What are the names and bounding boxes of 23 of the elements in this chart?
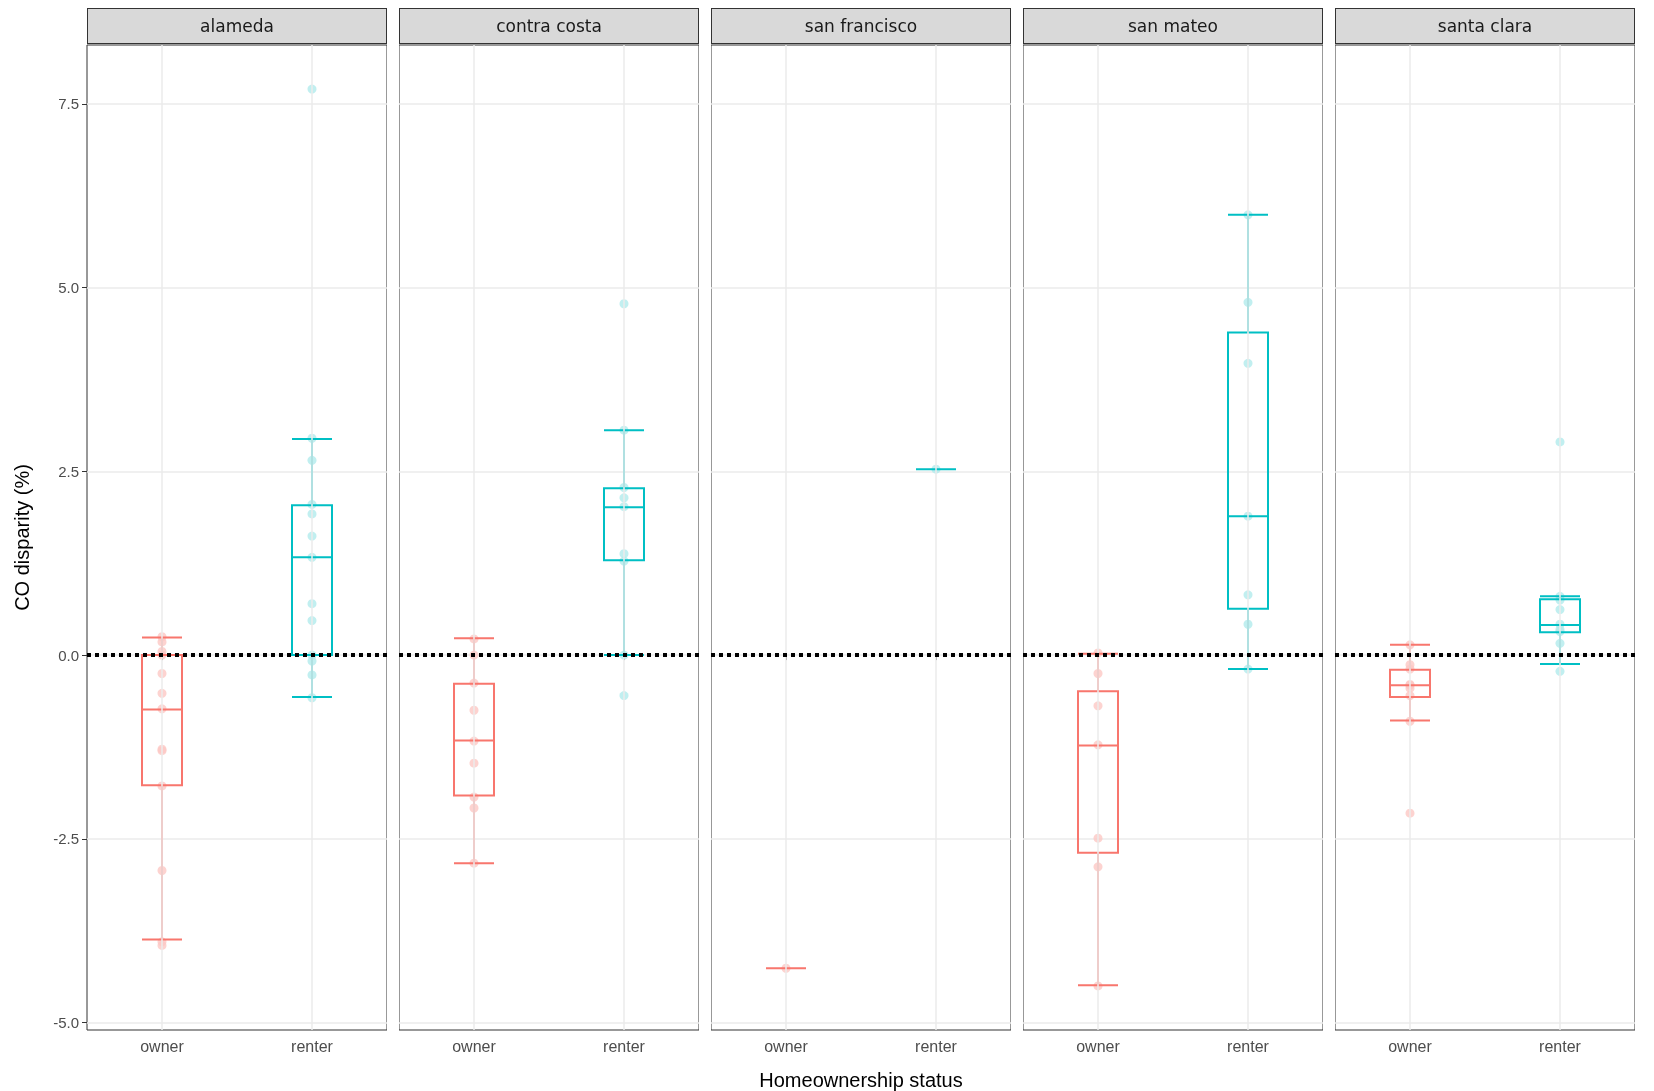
y-axis-title: CO disparity (%)	[11, 464, 33, 611]
x-tick-label: renter	[291, 1037, 334, 1055]
chart-title: santa clara	[1335, 8, 1635, 44]
x-tick-label: owner	[140, 1037, 185, 1055]
y-tick-label: 0.0	[58, 646, 79, 664]
chart-title: san mateo	[1023, 8, 1323, 44]
x-tick-label: owner	[1388, 1037, 1433, 1055]
chart-title: contra costa	[399, 8, 699, 44]
chart-title: san francisco	[711, 8, 1011, 44]
x-axis-title: Homeownership status	[759, 1069, 963, 1091]
x-tick-label: owner	[1076, 1037, 1121, 1055]
x-tick-label: owner	[452, 1037, 497, 1055]
y-tick-label: -5.0	[53, 1014, 79, 1032]
x-tick-label: owner	[764, 1037, 809, 1055]
chart-title: alameda	[87, 8, 387, 44]
x-tick-label: renter	[1539, 1037, 1582, 1055]
x-tick-label: renter	[603, 1037, 646, 1055]
x-tick-label: renter	[1227, 1037, 1270, 1055]
x-tick-label: renter	[915, 1037, 958, 1055]
y-tick-label: 5.0	[58, 279, 79, 297]
y-tick-label: 2.5	[58, 462, 79, 480]
y-tick-label: 7.5	[58, 95, 79, 113]
y-tick-label: -2.5	[53, 830, 79, 848]
